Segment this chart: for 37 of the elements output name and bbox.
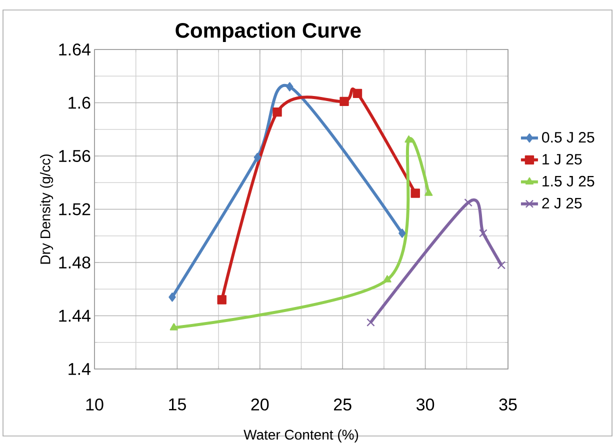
- legend-label: 2 J 25: [542, 198, 582, 209]
- y-tick-label: 1.56: [59, 150, 90, 162]
- x-tick-label: 35: [499, 398, 517, 411]
- y-tick-label: 1.64: [59, 44, 90, 56]
- point: [404, 136, 413, 143]
- legend-label: 0.5 J 25: [542, 132, 594, 143]
- point: [168, 292, 176, 302]
- y-tick-label: 1.52: [59, 203, 90, 216]
- point: [170, 323, 178, 330]
- point: [410, 188, 420, 198]
- point: [286, 82, 294, 92]
- x-tick-label: 10: [86, 398, 104, 411]
- legend-label: 1.5 J 25: [542, 176, 594, 187]
- point: [424, 188, 433, 196]
- point: [272, 108, 282, 117]
- legend-label: 1 J 25: [542, 154, 582, 165]
- point: [217, 295, 226, 304]
- x-tick-label: 20: [251, 398, 269, 411]
- x-tick-label: 15: [169, 398, 186, 411]
- y-tick-label: 1.44: [59, 310, 90, 322]
- point: [464, 198, 472, 207]
- y-tick-label: 1.4: [68, 363, 90, 375]
- point: [254, 152, 262, 162]
- point: [352, 88, 362, 98]
- x-tick-label: 25: [334, 398, 352, 411]
- x-axis-title: Water Content (%): [244, 430, 358, 443]
- x-tick-label: 30: [416, 398, 434, 411]
- point: [340, 96, 349, 106]
- point: [366, 318, 375, 327]
- point: [479, 229, 488, 238]
- y-tick-label: 1.6: [68, 96, 90, 109]
- chart-title: Compaction Curve: [176, 22, 361, 42]
- point: [398, 228, 406, 238]
- point: [383, 275, 392, 283]
- point: [497, 261, 506, 270]
- y-tick-label: 1.48: [59, 256, 90, 269]
- y-axis-title: Dry Density (g/cc): [40, 154, 54, 264]
